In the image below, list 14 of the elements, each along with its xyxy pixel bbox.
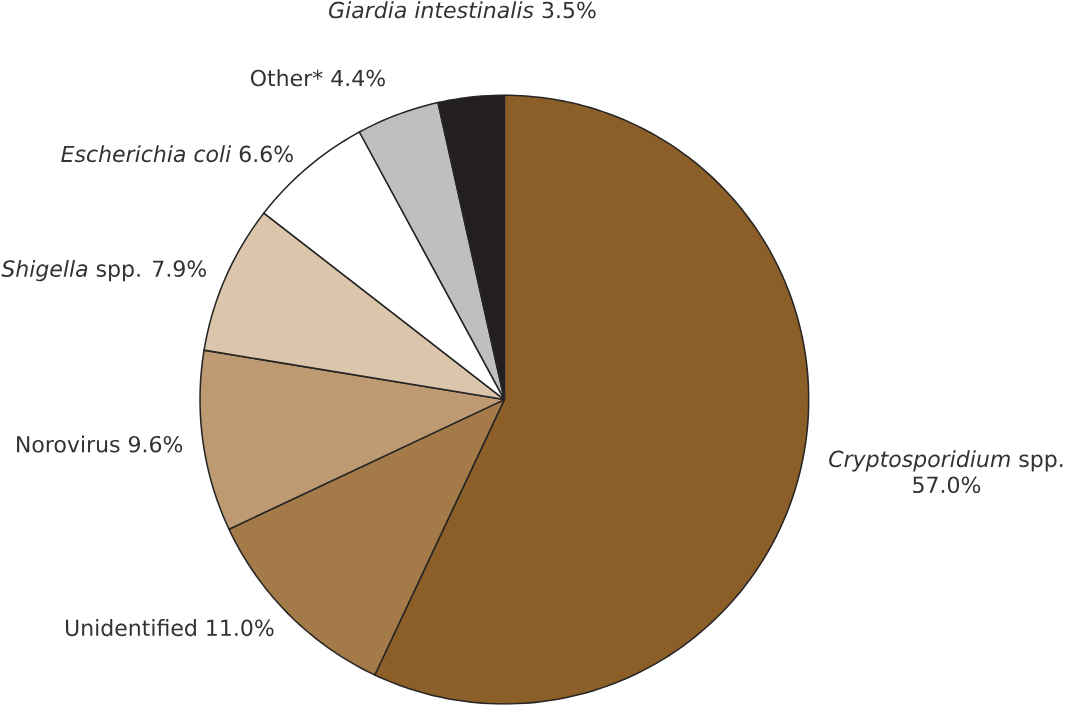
slice-label: Giardia intestinalis [329, 1, 534, 19]
slice-label: Other* [250, 69, 323, 87]
data-label: 7.9% [153, 260, 207, 278]
slice-label: Norovirus [17, 435, 120, 453]
slice-label: Unidentified [65, 619, 196, 637]
data-label: 3.5% [542, 1, 596, 19]
data-label: 11.0% [207, 619, 274, 637]
slice-label: Shigella spp. [1, 260, 140, 282]
slice-label: Cryptosporidium spp. [829, 450, 1063, 472]
data-label: 57.0% [913, 476, 981, 494]
slice-label: Escherichia coli [61, 145, 232, 163]
data-label: 4.4% [331, 69, 385, 87]
data-label: 9.6% [128, 436, 183, 453]
data-label: 6.6% [239, 145, 293, 163]
